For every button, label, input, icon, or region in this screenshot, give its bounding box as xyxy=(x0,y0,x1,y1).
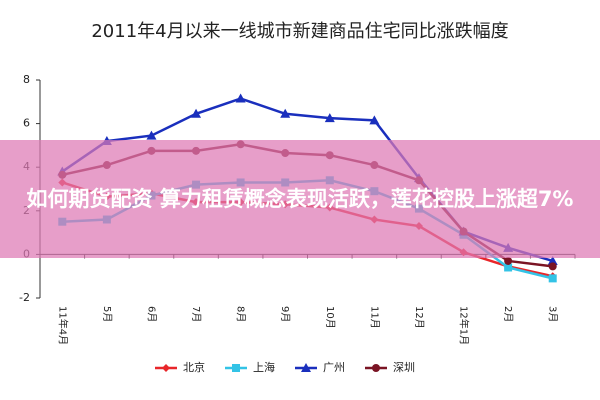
point xyxy=(548,262,557,271)
x-tick-label: 6月 xyxy=(145,306,157,322)
point xyxy=(235,93,246,103)
chart-title: 2011年4月以来一线城市新建商品住宅同比涨跌幅度 xyxy=(91,21,508,42)
legend-marker xyxy=(301,363,311,372)
banner: 如何期货配资 算力租赁概念表现活跃，莲花控股上涨超7% xyxy=(0,140,600,258)
legend-label: 上海 xyxy=(253,360,275,374)
point xyxy=(548,274,557,283)
x-tick-label: 5月 xyxy=(101,306,113,322)
x-tick-label: 12年1月 xyxy=(458,306,471,345)
point xyxy=(547,255,558,265)
legend-label: 深圳 xyxy=(393,361,415,374)
point xyxy=(504,263,513,272)
y-tick-label: 8 xyxy=(23,73,30,86)
x-tick-label: 8月 xyxy=(235,306,247,322)
x-tick-label: 12月 xyxy=(413,306,425,329)
x-tick-label: 10月 xyxy=(324,306,336,329)
x-tick-label: 2月 xyxy=(502,306,514,322)
point xyxy=(369,115,380,125)
point xyxy=(146,130,157,140)
y-tick-label: -2 xyxy=(19,291,30,304)
x-tick-label: 3月 xyxy=(547,306,559,322)
x-tick-label: 7月 xyxy=(190,306,202,322)
point xyxy=(504,256,513,265)
legend-marker xyxy=(232,364,240,372)
point xyxy=(191,108,202,118)
y-tick-label: 6 xyxy=(23,117,30,130)
x-tick-label: 11年4月 xyxy=(56,306,69,345)
legend-label: 广州 xyxy=(323,361,345,374)
legend-label: 北京 xyxy=(183,360,205,374)
point xyxy=(280,108,291,118)
legend-marker xyxy=(162,364,170,372)
x-tick-label: 9月 xyxy=(279,306,291,322)
x-tick-label: 11月 xyxy=(368,306,380,329)
legend-marker xyxy=(372,364,380,372)
banner-text: 如何期货配资 算力租赁概念表现活跃，莲花控股上涨超7% xyxy=(26,187,574,211)
point xyxy=(324,113,335,123)
